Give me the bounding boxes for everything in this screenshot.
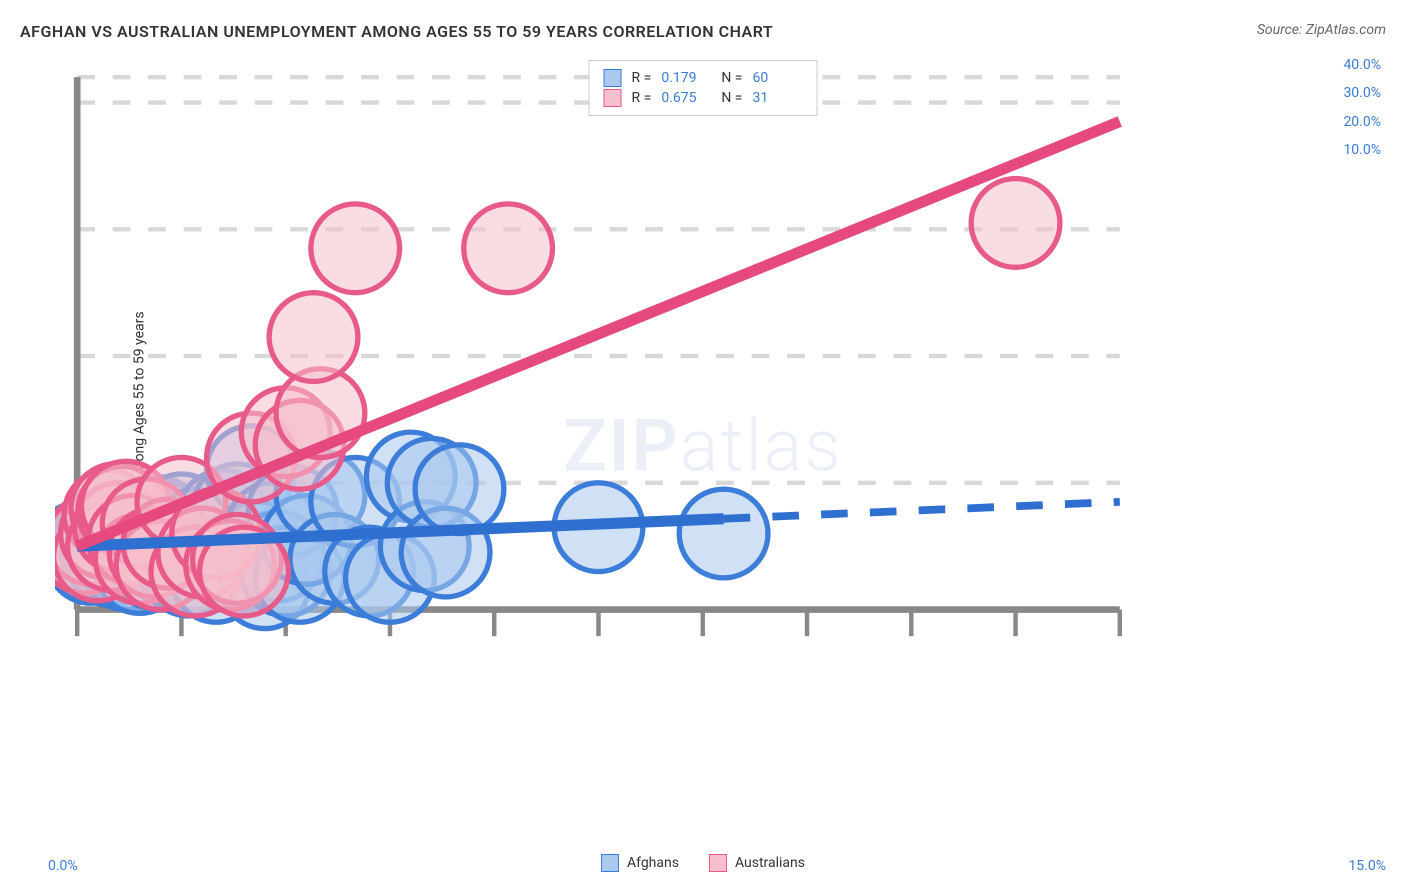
y-tick-10: 10.0% [1343,142,1381,158]
series-legend: Afghans Australians [601,854,805,872]
legend-label-afghans: Afghans [627,855,679,871]
swatch-australians [709,854,727,872]
chart-title: AFGHAN VS AUSTRALIAN UNEMPLOYMENT AMONG … [20,22,773,41]
legend-row-australians: R = 0.675 N = 31 [604,89,803,107]
r-value-afghans: 0.179 [661,70,711,86]
x-tick-15: 15.0% [1348,858,1386,874]
r-value-australians: 0.675 [661,90,711,106]
legend-item-afghans: Afghans [601,854,679,872]
y-tick-30: 30.0% [1343,85,1381,101]
x-tick-0: 0.0% [48,858,78,874]
y-tick-40: 40.0% [1343,57,1381,73]
n-value-afghans: 60 [752,70,802,86]
swatch-afghans [601,854,619,872]
r-label: R = [632,90,652,106]
source-label: Source: ZipAtlas.com [1257,22,1386,38]
swatch-afghans [604,69,622,87]
correlation-legend: R = 0.179 N = 60 R = 0.675 N = 31 [589,60,818,116]
swatch-australians [604,89,622,107]
n-label: N = [721,70,742,86]
legend-label-australians: Australians [735,855,805,871]
legend-row-afghans: R = 0.179 N = 60 [604,69,803,87]
legend-item-australians: Australians [709,854,805,872]
r-label: R = [632,70,652,86]
n-value-australians: 31 [752,90,802,106]
n-label: N = [721,90,742,106]
scatter-plot [55,55,1386,721]
chart-area [55,55,1386,837]
y-tick-20: 20.0% [1343,114,1381,130]
